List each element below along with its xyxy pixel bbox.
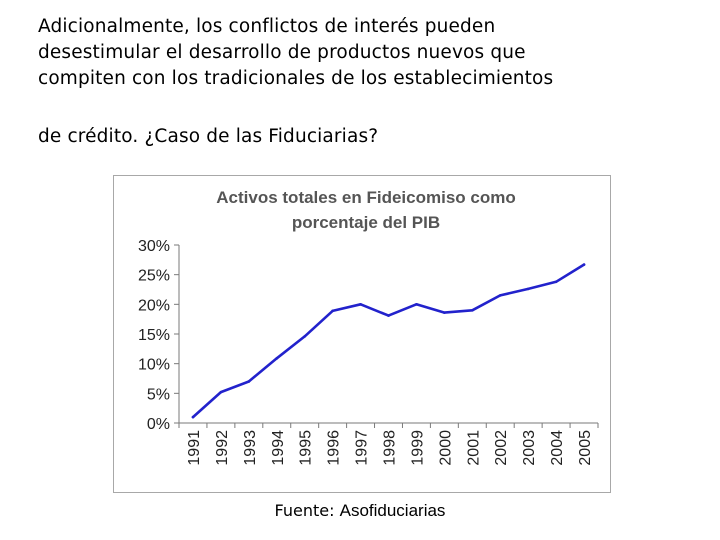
- y-tick-label: 25%: [138, 268, 170, 285]
- data-point: [582, 263, 586, 266]
- x-tick-label: 1995: [298, 430, 315, 466]
- y-tick-label: 10%: [138, 357, 170, 374]
- chart-title-line: Activos totales en Fideicomiso como: [216, 188, 515, 207]
- x-tick-label: 1993: [242, 430, 259, 466]
- y-tick-label: 5%: [147, 386, 170, 403]
- x-tick-label: 1998: [382, 430, 399, 466]
- chart-frame: Activos totales en Fideicomiso como porce…: [113, 175, 611, 493]
- heading-line-1: Adicionalmente, los conflictos de interé…: [38, 16, 496, 37]
- x-tick-label: 1999: [409, 430, 426, 466]
- data-point: [498, 294, 502, 297]
- data-point: [554, 280, 558, 284]
- x-tick-label: 2002: [493, 430, 510, 466]
- source-note: Fuente: Asofiduciarias: [0, 501, 720, 521]
- series-line: [191, 263, 586, 419]
- y-tick-label: 15%: [138, 327, 170, 344]
- x-tick-label: 2001: [465, 430, 482, 466]
- data-point: [471, 308, 474, 312]
- source-value: Asofiduciarias: [339, 501, 446, 520]
- x-tick-label: 1991: [186, 430, 203, 466]
- x-tick-label: 1992: [214, 430, 231, 466]
- x-tick-label: 1996: [326, 430, 343, 466]
- data-point: [275, 357, 279, 360]
- heading-line-4: de crédito. ¿Caso de las Fiduciarias?: [38, 126, 379, 147]
- page-heading: Adicionalmente, los conflictos de interé…: [38, 14, 708, 150]
- chart-title-line: porcentaje del PIB: [292, 213, 440, 232]
- data-point: [387, 314, 390, 317]
- x-tick-label: 2003: [521, 430, 538, 466]
- heading-gap: [38, 92, 708, 124]
- data-point: [191, 415, 195, 419]
- x-tick-label: 1994: [270, 430, 287, 466]
- data-point: [247, 380, 251, 383]
- data-point: [331, 309, 334, 313]
- data-point: [443, 311, 446, 314]
- data-point: [219, 390, 223, 394]
- x-tick-label: 2005: [577, 430, 594, 466]
- y-tick-label: 20%: [138, 297, 170, 314]
- x-tick-label: 2000: [437, 430, 454, 466]
- y-tick-label: 30%: [138, 238, 170, 255]
- source-label: Fuente:: [274, 501, 335, 520]
- data-point: [359, 303, 362, 306]
- data-point: [303, 335, 306, 338]
- heading-line-3: compiten con los tradicionales de los es…: [38, 68, 554, 89]
- line-chart: Activos totales en Fideicomiso como porce…: [138, 188, 599, 466]
- y-tick-label: 0%: [147, 416, 170, 433]
- x-tick-label: 1997: [354, 430, 371, 466]
- data-point: [526, 287, 530, 291]
- heading-line-2: desestimular el desarrollo de productos …: [38, 42, 526, 63]
- x-tick-label: 2004: [549, 430, 566, 466]
- data-point: [415, 303, 418, 306]
